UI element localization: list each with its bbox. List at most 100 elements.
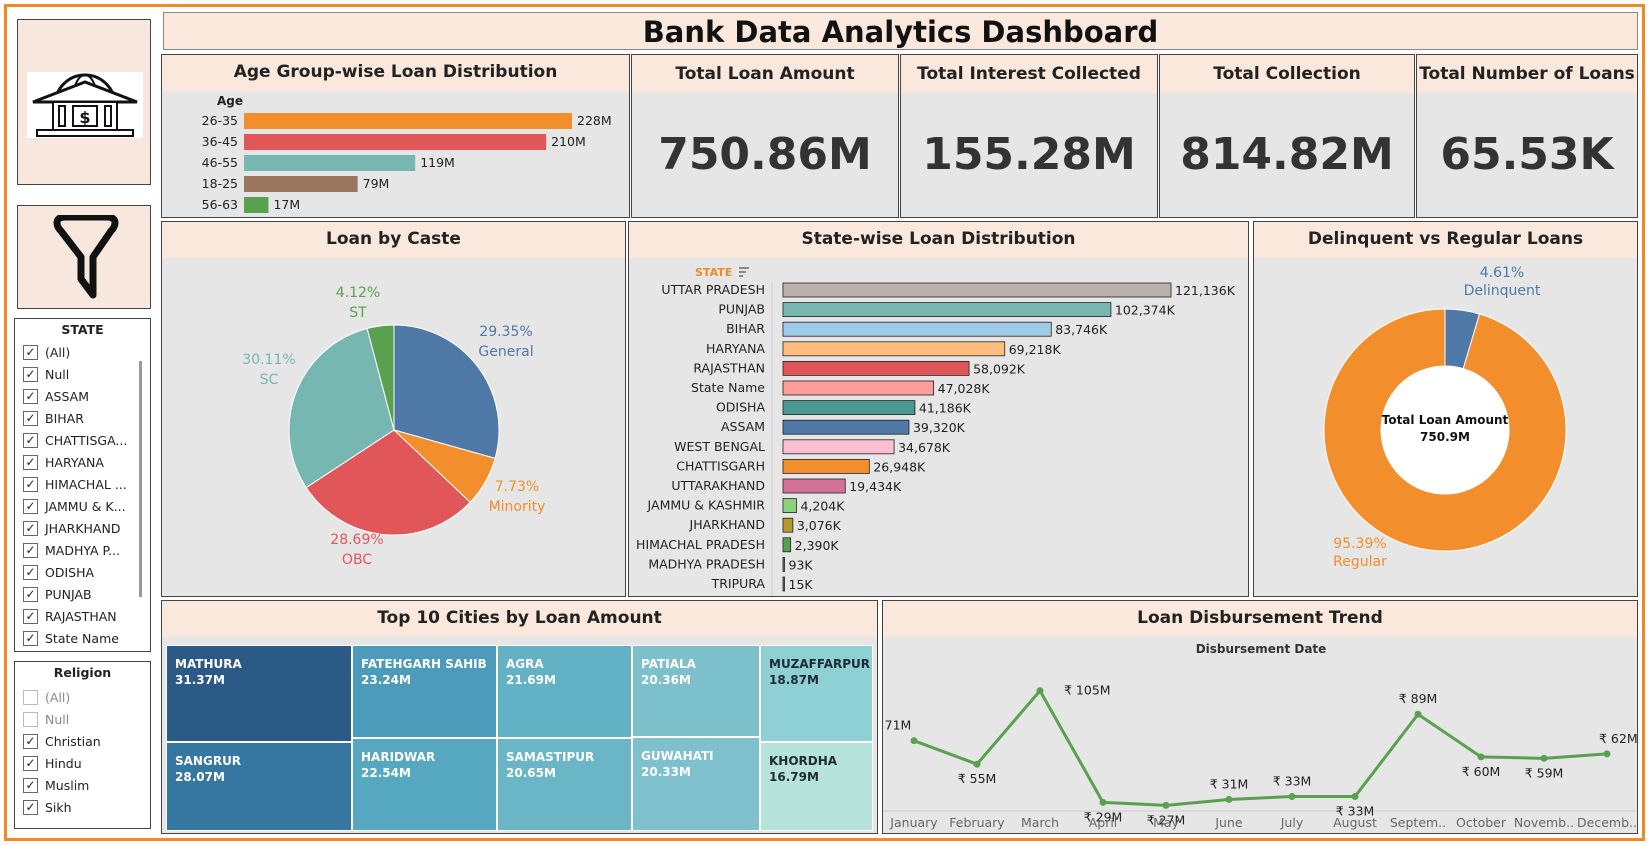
- checkbox-checked[interactable]: ✓: [23, 777, 38, 793]
- state-bar[interactable]: [782, 321, 1052, 337]
- checkbox-checked[interactable]: ✓: [23, 630, 38, 646]
- checkbox-checked[interactable]: ✓: [23, 454, 38, 470]
- filter-option[interactable]: ✓ Muslim: [23, 775, 89, 795]
- caste-slice[interactable]: [366, 324, 395, 431]
- checkbox-checked[interactable]: ✓: [23, 476, 38, 492]
- state-bar[interactable]: [782, 419, 910, 435]
- checkbox-checked[interactable]: ✓: [23, 799, 38, 815]
- city-tile[interactable]: PATIALA 20.36M: [632, 645, 760, 737]
- caste-slice[interactable]: [288, 327, 395, 489]
- state-bar[interactable]: [782, 576, 785, 592]
- state-bar[interactable]: [782, 478, 846, 494]
- filter-option[interactable]: ✓ State Name: [23, 628, 119, 648]
- state-bar[interactable]: [782, 282, 1172, 298]
- trend-point[interactable]: [973, 760, 981, 768]
- filter-option[interactable]: Null: [23, 709, 69, 729]
- filter-option[interactable]: ✓ BIHAR: [23, 408, 84, 428]
- trend-point[interactable]: [1099, 798, 1107, 806]
- city-tile[interactable]: GUWAHATI 20.33M: [632, 737, 760, 831]
- filter-option[interactable]: ✓ JAMMU & K...: [23, 496, 126, 516]
- filter-option[interactable]: ✓ ODISHA: [23, 562, 94, 582]
- city-tile[interactable]: SAMASTIPUR 20.65M: [497, 738, 632, 831]
- trend-point[interactable]: [1603, 750, 1611, 758]
- checkbox-checked[interactable]: ✓: [23, 542, 38, 558]
- state-bar[interactable]: [782, 341, 1006, 357]
- trend-month-label: June: [1214, 815, 1243, 830]
- age-bar[interactable]: [244, 197, 269, 213]
- state-bar[interactable]: [782, 400, 916, 416]
- checkbox-checked[interactable]: ✓: [23, 410, 38, 426]
- filter-option[interactable]: ✓ PUNJAB: [23, 584, 92, 604]
- state-bar[interactable]: [782, 517, 794, 533]
- trend-point[interactable]: [1288, 793, 1296, 801]
- filter-option[interactable]: ✓ CHATTISGA...: [23, 430, 127, 450]
- trend-point[interactable]: [1162, 801, 1170, 809]
- city-tile[interactable]: AGRA 21.69M: [497, 645, 632, 738]
- filter-box[interactable]: [17, 205, 151, 309]
- kpi-label: Total Loan Amount: [632, 55, 898, 93]
- caste-slice[interactable]: [305, 429, 471, 536]
- state-header-label[interactable]: STATE: [695, 266, 732, 279]
- state-bar[interactable]: [782, 302, 1112, 317]
- filter-option[interactable]: ✓ HIMACHAL ...: [23, 474, 127, 494]
- trend-point[interactable]: [1414, 710, 1422, 718]
- filter-option-label: (All): [45, 344, 71, 360]
- filter-option[interactable]: (All): [23, 687, 70, 707]
- city-tile[interactable]: MATHURA 31.37M: [166, 645, 352, 742]
- state-category-label: WEST BENGAL: [674, 439, 765, 454]
- checkbox-checked[interactable]: ✓: [23, 608, 38, 624]
- trend-point[interactable]: [1351, 793, 1359, 801]
- sort-icon[interactable]: [739, 267, 749, 277]
- state-bar-label: 102,374K: [1115, 303, 1176, 318]
- checkbox-checked[interactable]: ✓: [23, 733, 38, 749]
- age-bar[interactable]: [244, 155, 416, 171]
- funnel-icon: [53, 215, 119, 299]
- city-name: SANGRUR: [175, 754, 242, 768]
- checkbox-unchecked[interactable]: [23, 689, 38, 705]
- filter-option[interactable]: ✓ ASSAM: [23, 386, 89, 406]
- filter-option[interactable]: ✓ Sikh: [23, 797, 72, 817]
- city-tile[interactable]: MUZAFFARPUR 18.87M: [760, 645, 873, 742]
- state-filter-scrollbar[interactable]: [139, 361, 142, 597]
- state-bar[interactable]: [782, 458, 870, 474]
- trend-point[interactable]: [1540, 754, 1548, 762]
- filter-option[interactable]: ✓ Hindu: [23, 753, 82, 773]
- trend-point[interactable]: [910, 737, 918, 745]
- city-tile[interactable]: FATEHGARH SAHIB 23.24M: [352, 645, 497, 738]
- checkbox-checked[interactable]: ✓: [23, 586, 38, 602]
- checkbox-unchecked[interactable]: [23, 711, 38, 727]
- state-bar[interactable]: [782, 498, 797, 514]
- age-bar[interactable]: [244, 113, 572, 129]
- checkbox-checked[interactable]: ✓: [23, 388, 38, 404]
- city-tile[interactable]: HARIDWAR 22.54M: [352, 738, 497, 831]
- caste-slice[interactable]: [393, 324, 500, 459]
- checkbox-checked[interactable]: ✓: [23, 564, 38, 580]
- trend-point[interactable]: [1036, 687, 1044, 695]
- state-bar[interactable]: [782, 537, 792, 553]
- filter-option[interactable]: ✓ JHARKHAND: [23, 518, 120, 538]
- state-bar[interactable]: [782, 439, 895, 455]
- filter-option[interactable]: ✓ HARYANA: [23, 452, 104, 472]
- trend-point[interactable]: [1225, 795, 1233, 803]
- checkbox-checked[interactable]: ✓: [23, 344, 38, 360]
- age-bar[interactable]: [244, 176, 358, 192]
- age-bar[interactable]: [244, 134, 547, 150]
- trend-point[interactable]: [1477, 753, 1485, 761]
- checkbox-checked[interactable]: ✓: [23, 755, 38, 771]
- delinquent-slice[interactable]: [1323, 308, 1567, 552]
- state-bar[interactable]: [782, 380, 935, 396]
- filter-option[interactable]: ✓ MADHYA P...: [23, 540, 120, 560]
- filter-option[interactable]: ✓ RAJASTHAN: [23, 606, 117, 626]
- checkbox-checked[interactable]: ✓: [23, 498, 38, 514]
- checkbox-checked[interactable]: ✓: [23, 520, 38, 536]
- checkbox-checked[interactable]: ✓: [23, 432, 38, 448]
- state-bar[interactable]: [782, 556, 785, 572]
- filter-option[interactable]: ✓ (All): [23, 342, 70, 362]
- city-tile[interactable]: KHORDHA 16.79M: [760, 742, 873, 831]
- checkbox-checked[interactable]: ✓: [23, 366, 38, 382]
- city-tile[interactable]: SANGRUR 28.07M: [166, 742, 352, 831]
- filter-option[interactable]: ✓ Christian: [23, 731, 101, 751]
- city-name: HARIDWAR: [361, 750, 436, 764]
- filter-option[interactable]: ✓ Null: [23, 364, 69, 384]
- state-bar[interactable]: [782, 361, 970, 376]
